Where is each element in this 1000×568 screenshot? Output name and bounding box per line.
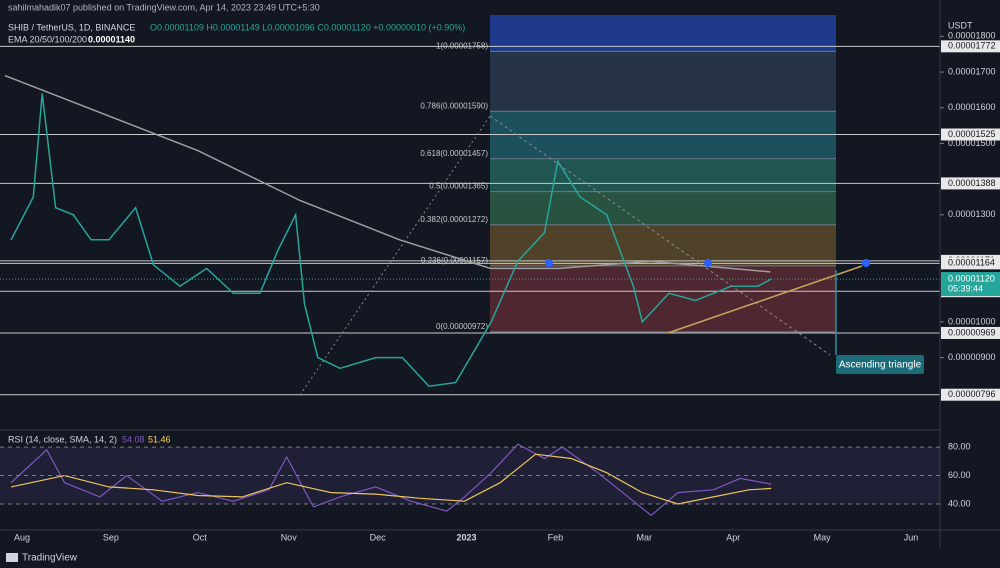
ema-value: 0.00001140 [88,34,135,44]
level-box [941,128,1000,141]
marker [545,259,553,267]
marker [704,259,712,267]
ema-line [4,74,771,273]
price-line [10,93,772,387]
fib-label: 0.786(0.00001590) [420,101,488,110]
level-label: 0.00001388 [948,178,996,188]
y-tick-label: 0.00000900 [948,352,996,362]
level-label: 0.00001164 [948,258,995,268]
trendline [667,265,863,334]
level-label: 0.00000969 [948,327,996,337]
annotation-box [836,355,924,374]
level-label: 0.00001525 [948,129,996,139]
currency: USDT [948,20,973,30]
x-tick-label: Jun [904,532,919,542]
x-tick-label: Oct [193,532,208,542]
footer: TradingView [22,553,78,564]
swing-line [299,115,491,396]
x-tick-label: Dec [370,532,387,542]
fib-label: 0(0.00000972) [436,322,488,331]
fib-label: 0.382(0.00001272) [420,215,488,224]
rsi-title: RSI (14, close, SMA, 14, 2) [8,434,117,444]
rsi-sma-line [10,453,772,505]
rsi-sma-value: 51.46 [148,434,171,444]
level-box [941,40,1000,53]
y-tick-label: 0.00001300 [948,209,996,219]
countdown: 05:39:44 [948,283,983,293]
annotation: Ascending triangle [839,360,922,371]
fib-zone [490,51,836,112]
x-tick-label: Mar [637,532,653,542]
rsi-value: 54.08 [122,434,145,444]
y-tick-label: 0.00001000 [948,316,996,326]
fib-zone [490,158,836,192]
y-tick-label: 0.00001800 [948,31,996,41]
y-tick-label: 0.00001700 [948,66,996,76]
x-tick-label: May [814,532,832,542]
author: sahilmahadik07 published on TradingView.… [8,2,320,12]
rsi-tick-label: 80.00 [948,441,971,451]
fib-zone [490,191,836,225]
fib-label: 0.5(0.00001365) [429,182,488,191]
y-tick-label: 0.00001500 [948,138,996,148]
level-box [941,257,1000,270]
level-box [941,388,1000,401]
level-label: 0.00001772 [948,41,996,51]
current-box [941,272,1000,297]
x-tick-label: Aug [14,532,30,542]
current-label: 0.00001120 [948,273,995,283]
ema-label: EMA 20/50/100/200 [8,34,87,44]
fib-zone [490,111,836,159]
plot: 1(0.00001758)0.786(0.00001590)0.618(0.00… [0,15,940,517]
rsi-tick-label: 40.00 [948,498,971,508]
y-tick-label: 0.00001600 [948,102,996,112]
fib-top-zone [490,15,836,52]
ohlc: O0.00001109 H0.00001149 L0.00001096 C0.0… [150,22,465,32]
x-tick-label: Apr [726,532,740,542]
x-tick-label: 2023 [456,532,476,542]
footer-bar [0,548,1000,568]
x-tick-label: Sep [103,532,119,542]
symbol: SHIB / TetherUS, 1D, BINANCE [8,22,135,32]
x-tick-label: Nov [281,532,298,542]
x-tick-label: Feb [548,532,564,542]
level-box [941,326,1000,339]
rsi-band [0,447,940,505]
fib-zone [490,224,836,266]
marker [862,259,870,267]
logo [6,553,18,562]
level-box [941,177,1000,190]
fib-label: 0.618(0.00001457) [420,149,488,158]
rsi-tick-label: 60.00 [948,470,971,480]
level-label: 0.00000796 [948,389,996,399]
rsi-line [10,443,772,517]
